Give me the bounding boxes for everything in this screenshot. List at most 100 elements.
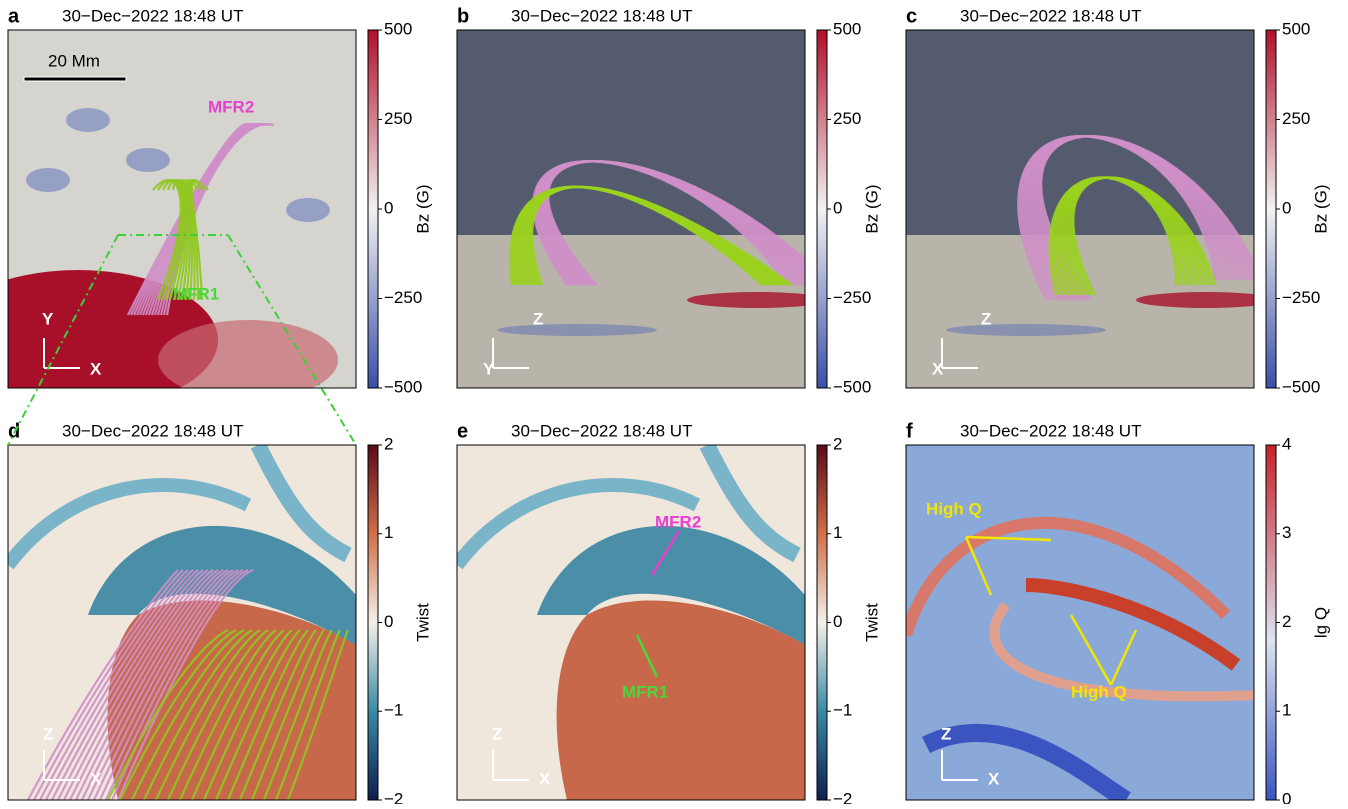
- q-ridge: [906, 516, 1231, 637]
- colorbar: [816, 29, 828, 389]
- colorbar-tick-label: −500: [1282, 377, 1320, 396]
- panel: b 30−Dec−2022 18:48 UT Z Y 500 250 0 −250 −500 Bz…: [456, 5, 881, 396]
- panel-image: [457, 30, 805, 388]
- colorbar-tick-label: 3: [1282, 523, 1291, 542]
- colorbar-label: Bz (G): [1311, 184, 1330, 233]
- panel-image: [457, 445, 805, 800]
- field-line: [33, 569, 184, 800]
- colorbar-tick-label: 0: [833, 612, 842, 631]
- q-ridge: [989, 601, 1254, 702]
- colorbar-label: Bz (G): [413, 184, 432, 233]
- panel-title: 30−Dec−2022 18:48 UT: [511, 6, 692, 25]
- field-line: [180, 179, 190, 301]
- colorbar-tick-label: 0: [833, 198, 842, 217]
- colorbar-label: lg Q: [1311, 607, 1330, 638]
- axis-arrows: [492, 338, 529, 369]
- panel-letter: e: [457, 420, 468, 442]
- field-line: [226, 629, 309, 800]
- field-line: [93, 569, 234, 800]
- axis-arrows: [43, 750, 80, 781]
- annotation: MFR2: [655, 512, 701, 531]
- axis-arrows: [941, 338, 978, 369]
- background: [906, 445, 1254, 800]
- positive-region: [1136, 292, 1254, 308]
- colorbar-label: Bz (G): [862, 184, 881, 233]
- annotation: MFR1: [622, 682, 668, 701]
- colorbar-tick-label: −1: [384, 701, 403, 720]
- panel-frame: [905, 29, 1255, 389]
- annotation: X: [988, 769, 1000, 788]
- panel-image: [906, 445, 1254, 800]
- colorbar-tick-label: 250: [384, 109, 412, 128]
- colorbar-tick-label: 0: [1282, 198, 1291, 217]
- annotation: Y: [42, 309, 54, 328]
- field-line: [51, 569, 199, 800]
- field-line: [171, 179, 187, 301]
- field-line: [87, 569, 229, 800]
- field-line: [75, 569, 219, 800]
- panel-frame: [456, 29, 806, 389]
- field-line: [57, 569, 204, 800]
- negative-region: [946, 324, 1106, 336]
- field-line: [531, 185, 793, 286]
- field-line: [104, 568, 244, 800]
- colorbar-tick-label: −2: [833, 789, 852, 804]
- field-line: [162, 179, 185, 301]
- colorbar: [367, 29, 379, 389]
- field-line: [39, 569, 189, 800]
- colorbar-tick-label: −500: [833, 377, 871, 396]
- annotation: High Q: [1071, 682, 1127, 701]
- colorbar-tick-label: 500: [384, 19, 412, 38]
- panel-frame: [7, 444, 357, 801]
- panel-letter: c: [906, 5, 917, 27]
- field-line: [116, 568, 254, 800]
- annotation: Z: [43, 724, 53, 743]
- field-line: [155, 629, 261, 800]
- colorbar-tick-label: 2: [384, 434, 393, 453]
- annotation: MFR2: [208, 97, 254, 116]
- annotation: X: [932, 359, 944, 378]
- annotation: X: [539, 769, 551, 788]
- panel-frame: [905, 444, 1255, 801]
- field-line: [63, 569, 209, 800]
- panel-title: 30−Dec−2022 18:48 UT: [511, 421, 692, 440]
- q-ridge: [1025, 578, 1241, 671]
- colorbar: [367, 444, 379, 801]
- colorbar-tick-label: −250: [384, 288, 422, 307]
- negative-region: [497, 324, 657, 336]
- panel-title: 30−Dec−2022 18:48 UT: [62, 421, 243, 440]
- colorbar-tick-label: 2: [1282, 612, 1291, 631]
- blue-arc: [250, 445, 352, 563]
- arrow: [635, 634, 659, 678]
- annotation: Y: [483, 359, 495, 378]
- field-line: [1072, 176, 1217, 296]
- blue-arc: [8, 478, 252, 570]
- annotation: Z: [981, 309, 991, 328]
- colorbar: [816, 444, 828, 801]
- colorbar-tick-label: −1: [833, 701, 852, 720]
- colorbar-tick-label: −250: [1282, 288, 1320, 307]
- arrow: [964, 536, 993, 596]
- colorbar-tick-label: 0: [1282, 789, 1291, 804]
- field-line: [152, 179, 182, 301]
- axis-arrows: [492, 750, 529, 781]
- field-line: [250, 629, 325, 800]
- field-line: [238, 629, 317, 800]
- colorbar-tick-label: 500: [1282, 19, 1310, 38]
- colorbar-tick-label: 250: [1282, 109, 1310, 128]
- arrow: [1069, 614, 1113, 686]
- colorbar-tick-label: 2: [833, 434, 842, 453]
- q-ridge: [921, 724, 1131, 800]
- field-line: [214, 629, 301, 800]
- positive-region: [687, 292, 805, 308]
- colorbar-tick-label: 0: [384, 612, 393, 631]
- field-line: [157, 179, 183, 301]
- field-line: [190, 179, 209, 301]
- field-line: [190, 629, 285, 800]
- field-line: [178, 629, 277, 800]
- colorbar-label: Twist: [862, 603, 881, 642]
- field-line: [189, 179, 204, 301]
- negative-region: [286, 198, 330, 222]
- arrow: [650, 530, 681, 576]
- colorbar-tick-label: −500: [384, 377, 422, 396]
